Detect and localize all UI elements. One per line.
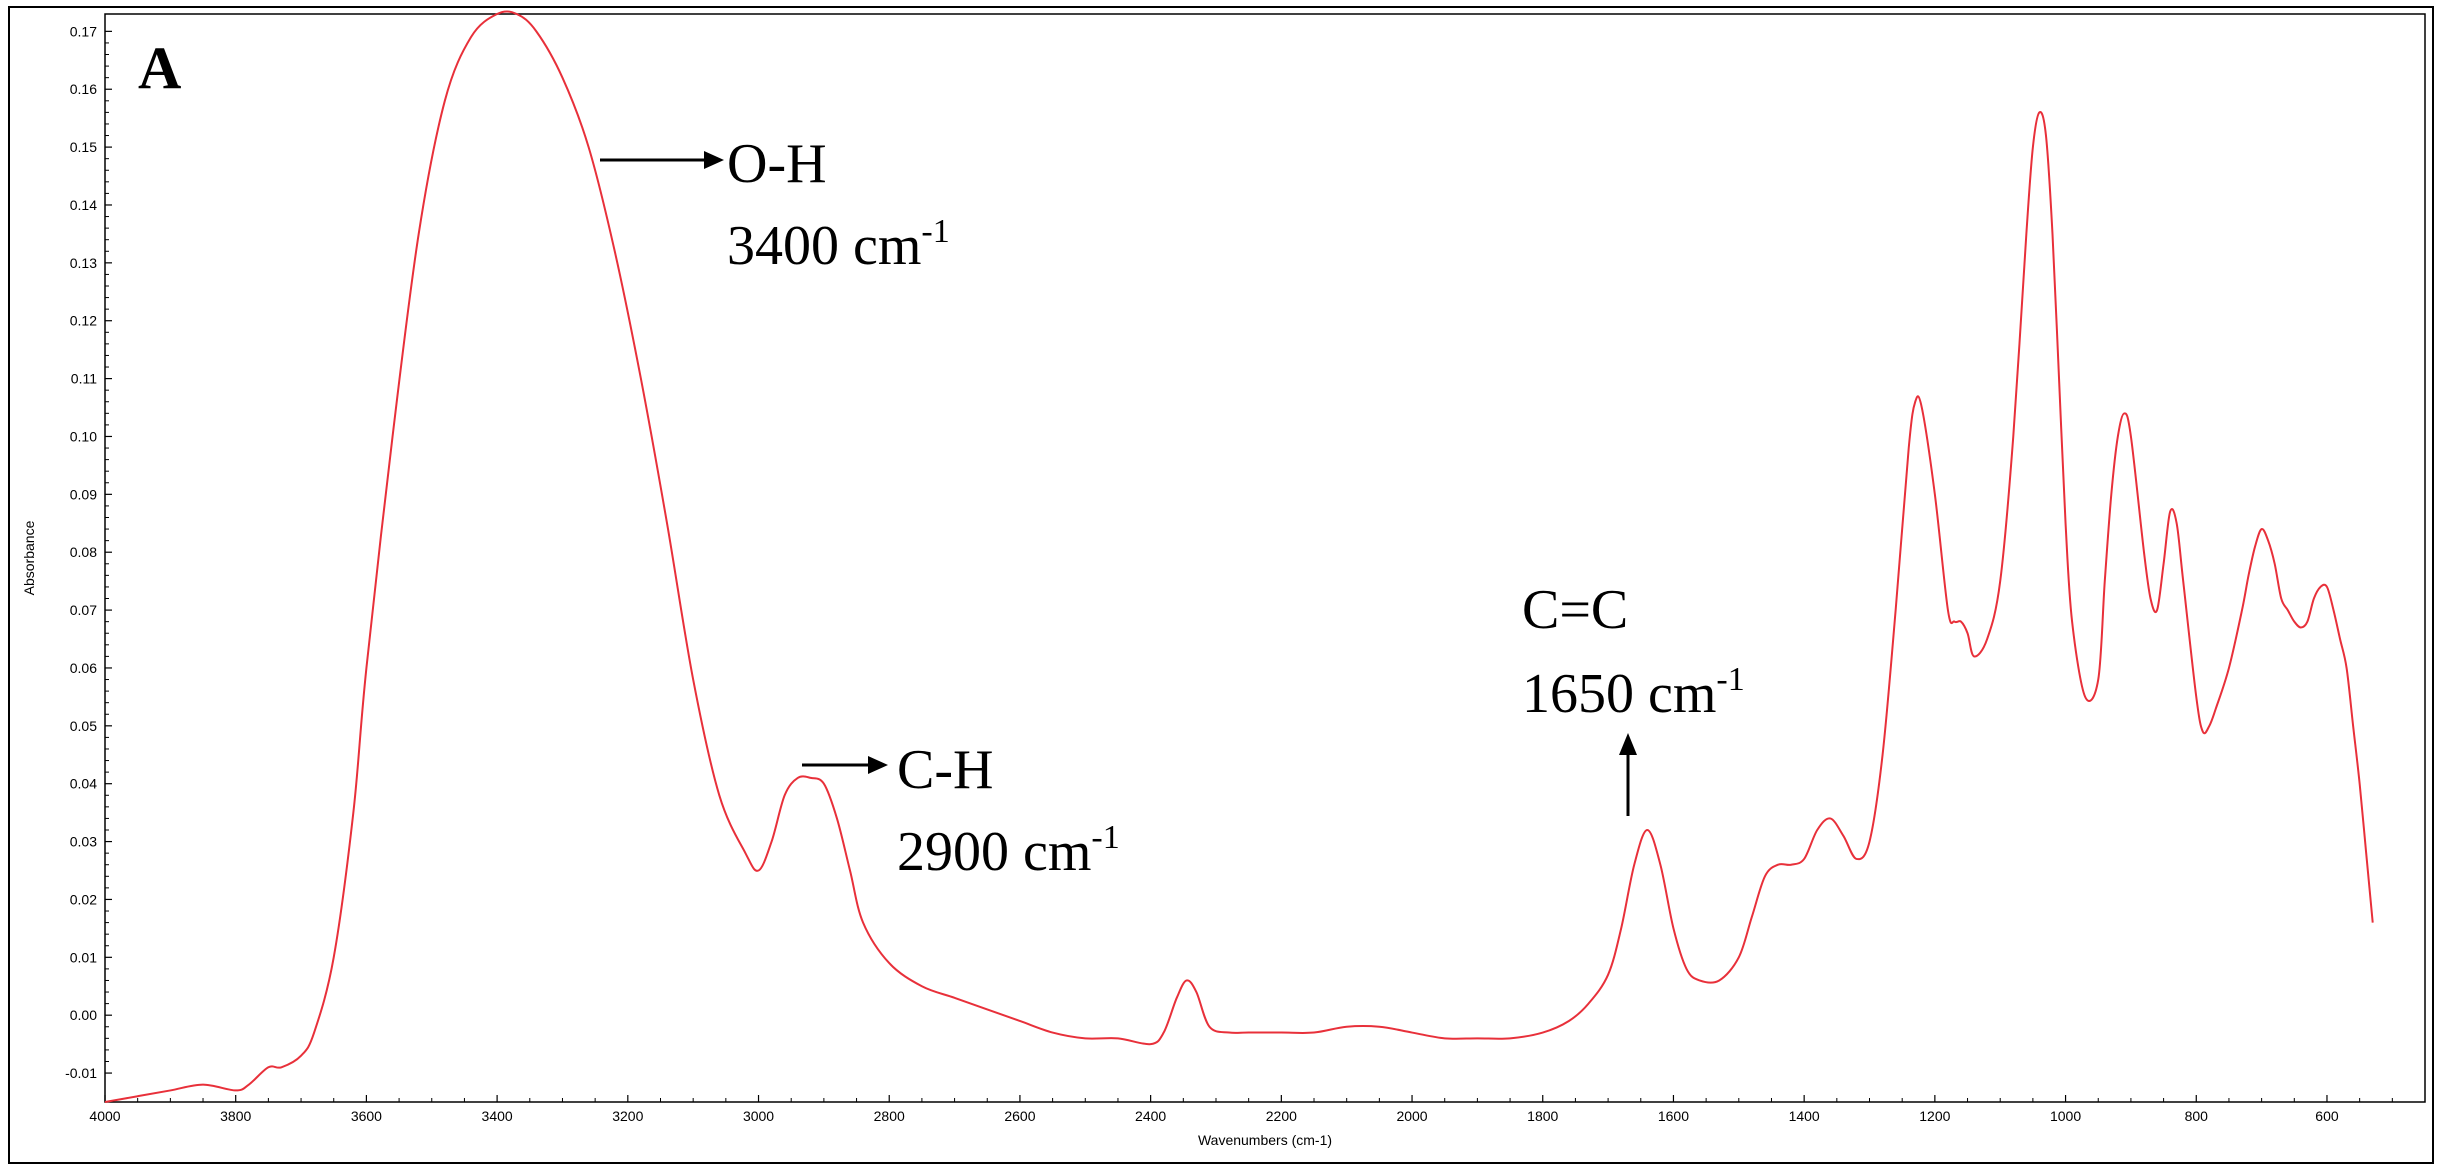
- x-axis: 4000 3800 3600 3400 3200 3000 2800 2600 2400 2200…: [89, 1095, 2426, 1124]
- series-layer: [104, 10, 2374, 1103]
- y-tick-label: 0.04: [70, 776, 97, 792]
- x-tick-label: 1600: [1658, 1108, 1689, 1124]
- annotation-ch-label: C-H: [897, 739, 993, 801]
- annotation-ch-value: 2900 cm-1: [897, 819, 1120, 883]
- chart-frame: -0.01 0.00 0.01 0.02 0.03 0.04 0.05 0.06 0.07 0.0…: [8, 6, 2434, 1164]
- annotation-cc: C=C 1650 cm-1: [1522, 579, 1745, 816]
- x-tick-label: 1200: [1919, 1108, 1950, 1124]
- annotation-cc-label: C=C: [1522, 579, 1628, 641]
- x-tick-label: 2400: [1135, 1108, 1166, 1124]
- y-tick-label: 0.08: [70, 544, 97, 560]
- annotation-ch-superscript: -1: [1091, 819, 1119, 856]
- series-line-absorbance: [104, 10, 2374, 1103]
- x-tick-label: 4000: [89, 1108, 120, 1124]
- y-tick-label: 0.10: [70, 428, 97, 444]
- x-tick-label: 2600: [1004, 1108, 1035, 1124]
- y-tick-label: 0.15: [70, 139, 97, 155]
- x-tick-label: 2800: [874, 1108, 905, 1124]
- x-tick-label: 1000: [2050, 1108, 2081, 1124]
- y-axis-title: Absorbance: [21, 520, 37, 595]
- annotation-oh: O-H 3400 cm-1: [600, 133, 950, 277]
- panel-label: A: [138, 35, 181, 101]
- annotation-oh-number: 3400 cm: [727, 215, 921, 277]
- annotation-ch-number: 2900 cm: [897, 821, 1091, 883]
- x-tick-label: 3000: [743, 1108, 774, 1124]
- x-axis-title: Wavenumbers (cm-1): [1198, 1132, 1332, 1148]
- y-axis: -0.01 0.00 0.01 0.02 0.03 0.04 0.05 0.06 0.07 0.0…: [65, 23, 112, 1081]
- x-tick-label: 3800: [220, 1108, 251, 1124]
- y-tick-label: 0.17: [70, 23, 97, 39]
- y-tick-label: 0.02: [70, 891, 97, 907]
- ftir-spectrum-chart: -0.01 0.00 0.01 0.02 0.03 0.04 0.05 0.06 0.07 0.0…: [21, 10, 2426, 1148]
- y-tick-label: 0.14: [70, 197, 97, 213]
- annotation-cc-number: 1650 cm: [1522, 663, 1716, 725]
- y-tick-label: 0.13: [70, 255, 97, 271]
- y-tick-label: -0.01: [65, 1065, 97, 1081]
- annotation-cc-superscript: -1: [1716, 661, 1744, 698]
- x-tick-label: 3400: [482, 1108, 513, 1124]
- annotation-oh-superscript: -1: [921, 213, 949, 250]
- annotation-cc-value: 1650 cm-1: [1522, 661, 1745, 725]
- x-tick-label: 800: [2185, 1108, 2209, 1124]
- plot-area: [104, 13, 2426, 1103]
- x-tick-label: 2000: [1396, 1108, 1427, 1124]
- x-tick-label: 2200: [1266, 1108, 1297, 1124]
- x-tick-label: 1400: [1789, 1108, 1820, 1124]
- x-tick-label: 3200: [612, 1108, 643, 1124]
- y-tick-label: 0.01: [70, 949, 97, 965]
- y-tick-label: 0.06: [70, 660, 97, 676]
- annotation-oh-value: 3400 cm-1: [727, 213, 950, 277]
- y-tick-label: 0.16: [70, 81, 97, 97]
- x-tick-label: 1800: [1527, 1108, 1558, 1124]
- annotation-ch: C-H 2900 cm-1: [802, 739, 1120, 883]
- x-tick-label: 600: [2315, 1108, 2339, 1124]
- y-tick-label: 0.05: [70, 718, 97, 734]
- x-tick-label: 3600: [351, 1108, 382, 1124]
- y-tick-label: 0.00: [70, 1007, 97, 1023]
- y-tick-label: 0.12: [70, 313, 97, 329]
- annotation-ch-arrowhead: [868, 756, 888, 774]
- annotation-oh-label: O-H: [727, 133, 827, 195]
- annotation-oh-arrowhead: [704, 151, 724, 169]
- y-tick-label: 0.11: [71, 371, 97, 387]
- annotation-cc-arrowhead: [1619, 733, 1637, 755]
- y-tick-label: 0.09: [70, 486, 97, 502]
- y-tick-label: 0.03: [70, 834, 97, 850]
- y-tick-label: 0.07: [70, 602, 97, 618]
